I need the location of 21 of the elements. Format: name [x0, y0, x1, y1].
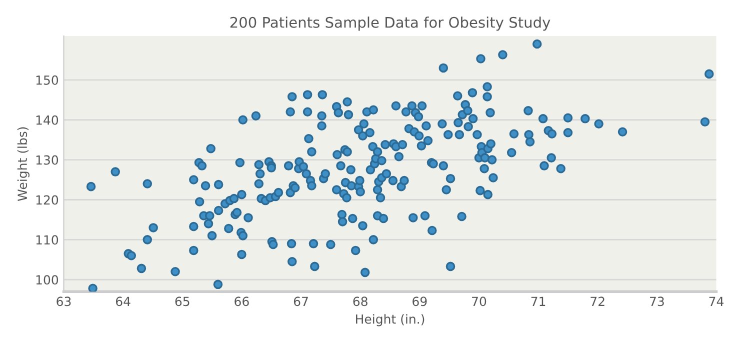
y-tick-label: 140 [36, 115, 58, 125]
y-tick-label: 120 [36, 195, 58, 205]
x-tick-label: 69 [412, 296, 427, 306]
chart-title: 200 Patients Sample Data for Obesity Study [230, 16, 550, 31]
x-tick-label: 64 [116, 296, 130, 306]
x-tick-label: 66 [234, 296, 249, 306]
x-tick-label: 73 [650, 296, 664, 306]
x-tick-label: 72 [590, 296, 604, 306]
x-tick-label: 71 [531, 296, 546, 306]
x-axis-title: Height (in.) [356, 314, 424, 326]
y-tick-label: 100 [36, 275, 58, 285]
y-tick-label: 130 [36, 155, 58, 165]
y-axis-title: Weight (lbs) [17, 127, 30, 201]
y-tick-label: 110 [36, 235, 58, 245]
y-tick-label: 150 [36, 75, 58, 85]
x-tick-label: 63 [56, 296, 71, 306]
x-tick-label: 70 [472, 296, 486, 306]
x-tick-label: 67 [294, 296, 308, 306]
x-tick-label: 68 [353, 296, 368, 306]
x-tick-label: 65 [175, 296, 190, 306]
x-tick-label: 74 [709, 296, 724, 306]
